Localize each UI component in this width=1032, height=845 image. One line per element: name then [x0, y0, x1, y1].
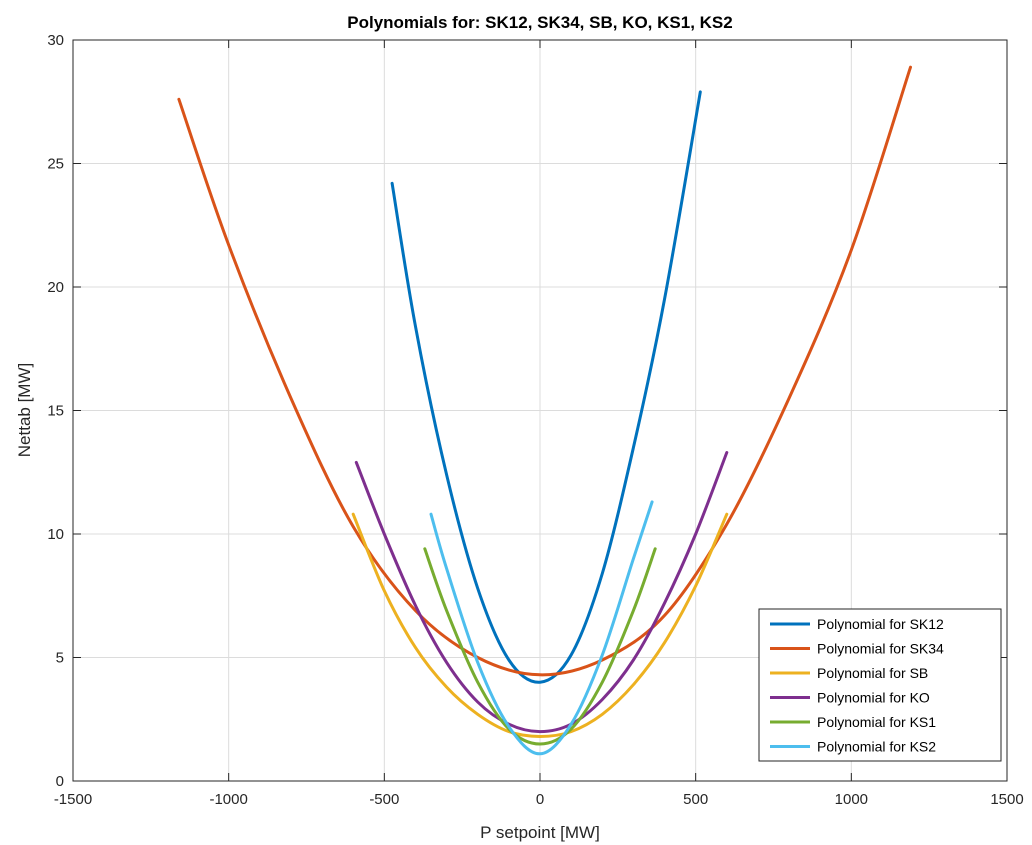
series-line-polynomial-for-ks2: [429, 500, 654, 756]
legend-entry-label: Polynomial for SK34: [817, 641, 944, 657]
series-line-polynomial-for-sk34: [177, 65, 912, 677]
y-tick-label: 0: [56, 773, 64, 790]
y-axis-label: Nettab [MW]: [15, 363, 34, 457]
chart-title: Polynomials for: SK12, SK34, SB, KO, KS1…: [347, 13, 732, 32]
legend-box: [758, 608, 1002, 762]
x-tick-label: -1500: [54, 791, 92, 808]
series-line-polynomial-for-sk12: [390, 90, 702, 684]
axis-ticks: -1500 -1000 -500 0 500 1000 1500 0 5 10 15 20 25 30: [47, 32, 1023, 808]
x-tick-label: -500: [369, 791, 399, 808]
legend: Polynomial for SK12 Polynomial for SK34 Po…: [758, 608, 1002, 762]
y-tick-label: 30: [47, 32, 64, 49]
legend-entry-label: Polynomial for SK12: [817, 616, 944, 632]
legend-entry-label: Polynomial for KS1: [817, 714, 936, 730]
x-tick-label: 1500: [990, 791, 1023, 808]
x-tick-label: 1000: [835, 791, 868, 808]
y-tick-label: 5: [56, 650, 64, 667]
y-tick-label: 15: [47, 403, 64, 420]
legend-entry-label: Polynomial for KO: [817, 690, 930, 706]
series-line-polynomial-for-ko: [354, 451, 729, 734]
y-tick-label: 20: [47, 279, 64, 296]
x-axis-label: P setpoint [MW]: [480, 823, 600, 842]
series-line-polynomial-for-ks1: [423, 547, 657, 746]
legend-entry-label: Polynomial for KS2: [817, 739, 936, 755]
x-tick-label: -1000: [209, 791, 247, 808]
x-tick-label: 500: [683, 791, 708, 808]
y-tick-label: 10: [47, 526, 64, 543]
legend-entry-label: Polynomial for SB: [817, 665, 928, 681]
series-line-polynomial-for-sb: [351, 512, 729, 738]
series-lines: [177, 65, 912, 756]
gridlines: [73, 40, 1007, 781]
y-tick-label: 25: [47, 156, 64, 173]
x-tick-label: 0: [536, 791, 544, 808]
